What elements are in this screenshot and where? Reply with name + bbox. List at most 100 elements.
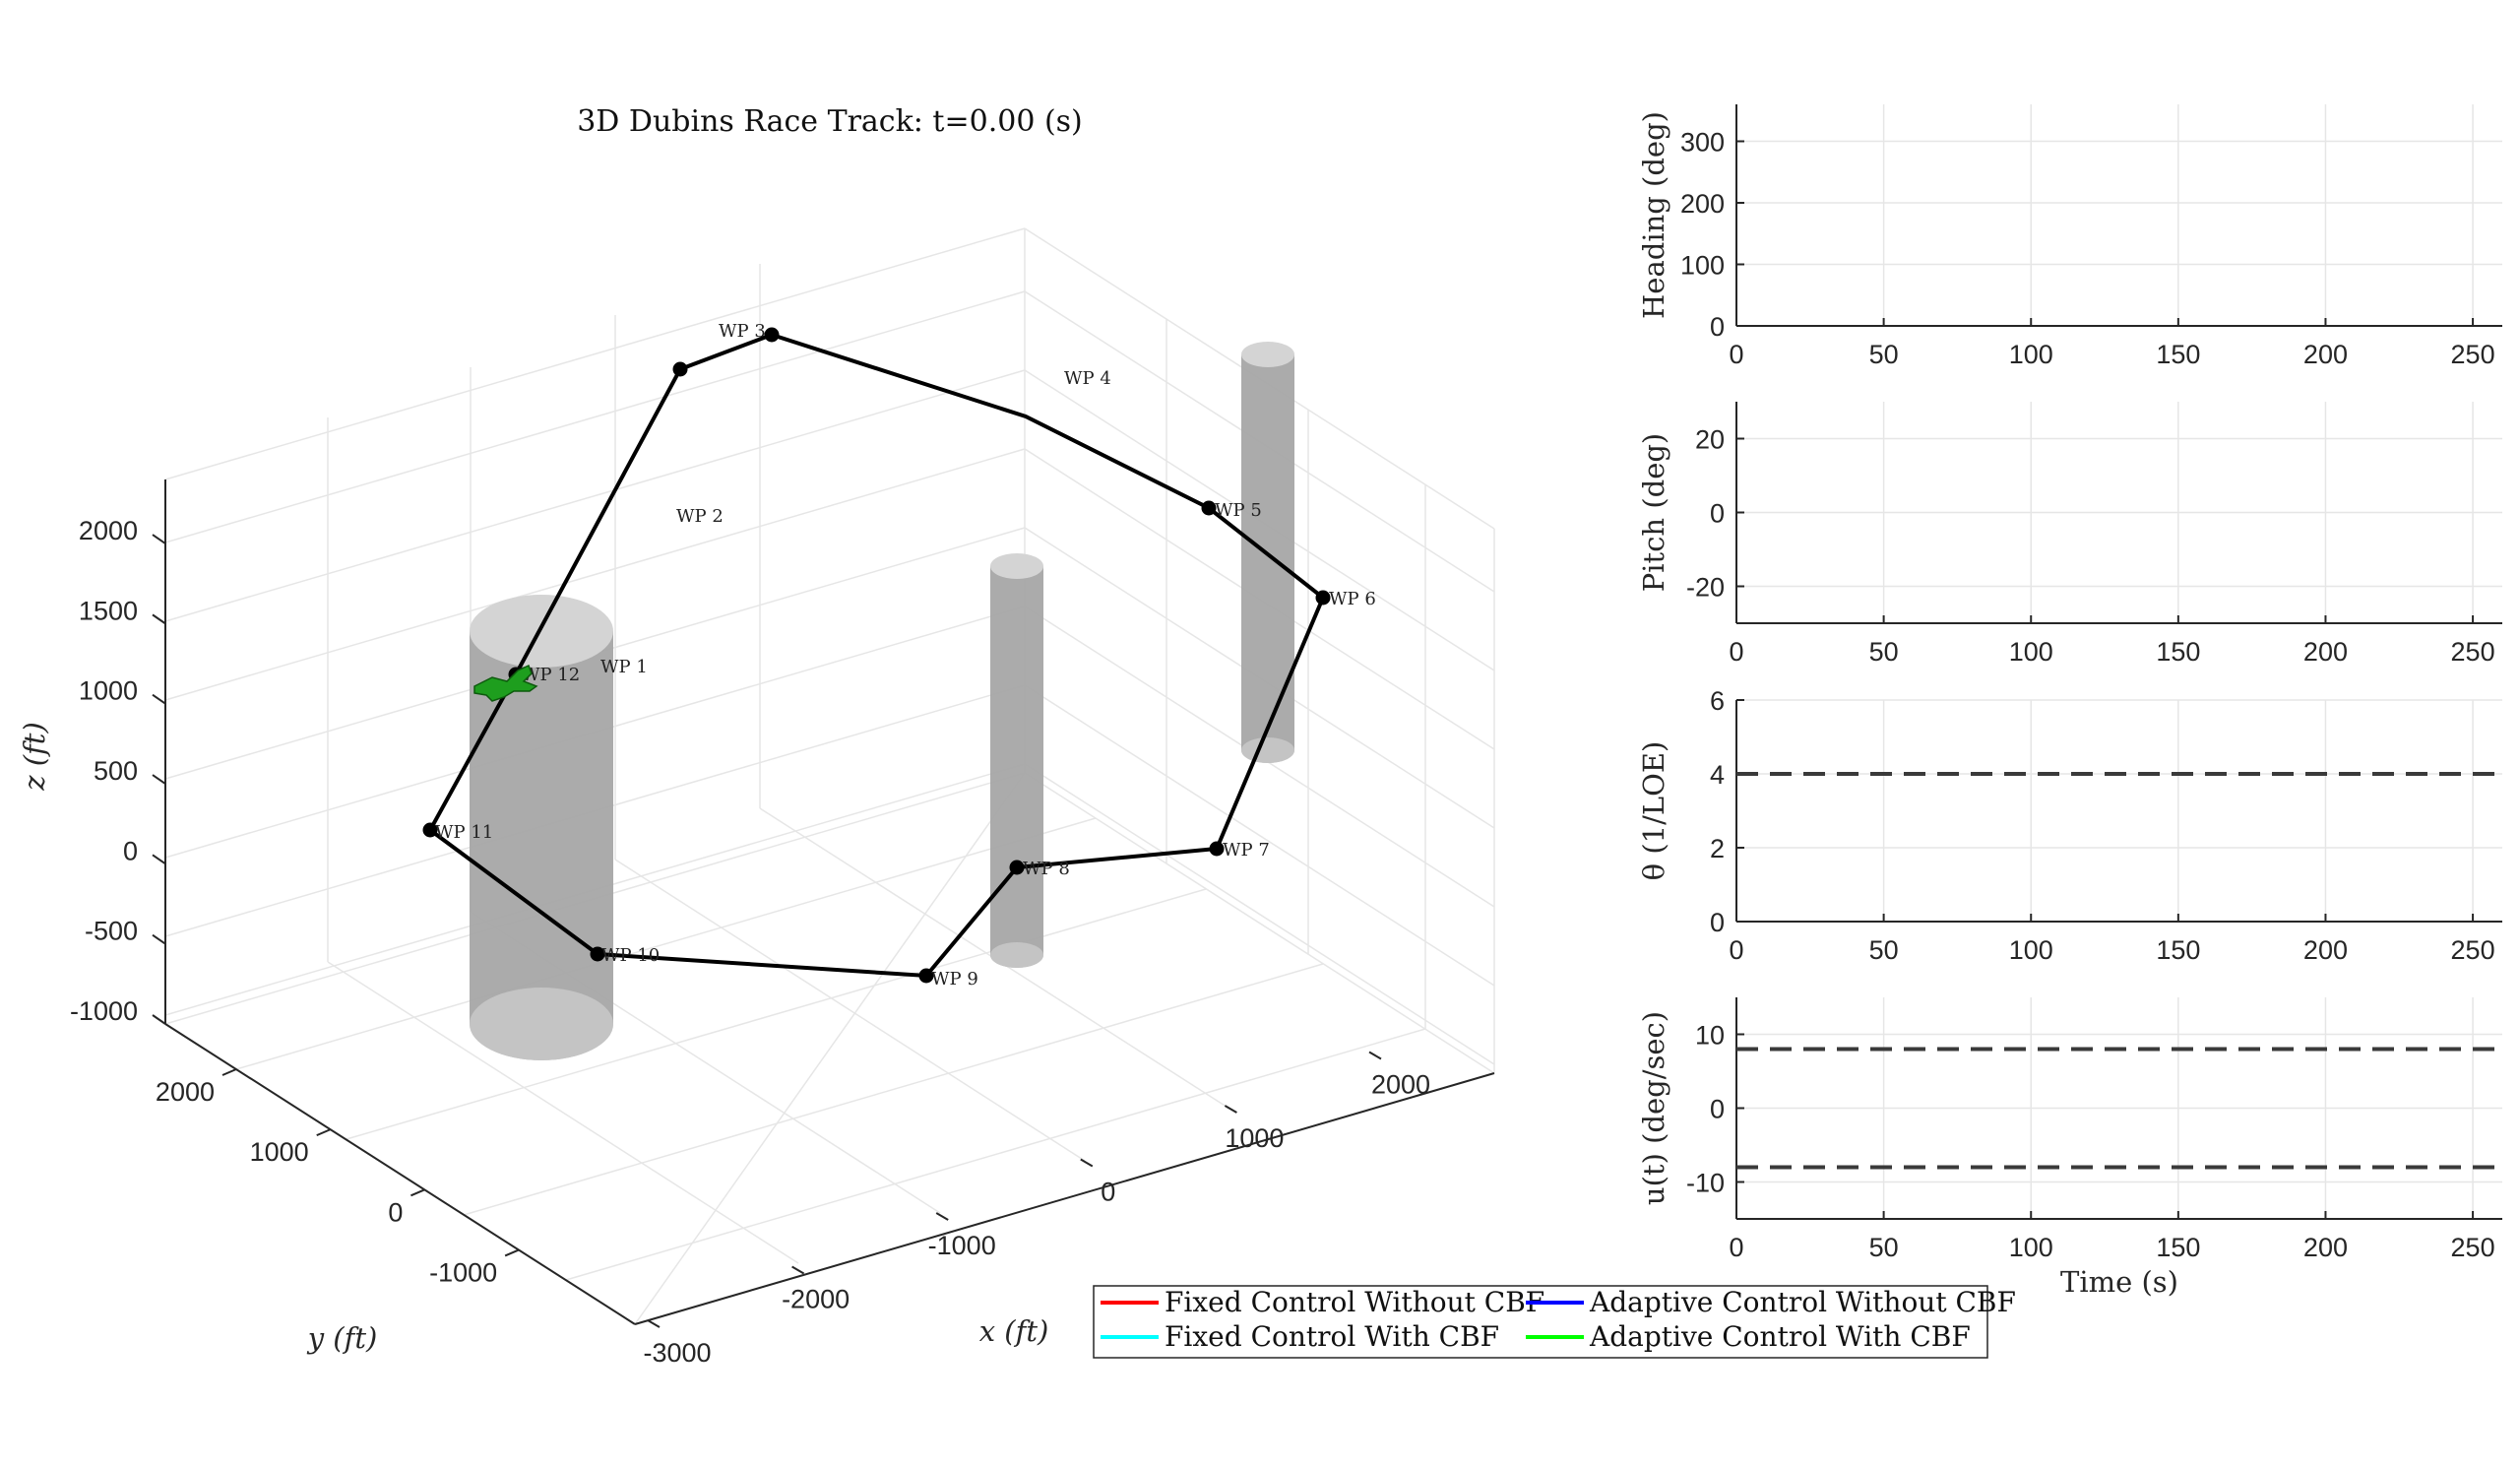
legend-entry-fixed-no-cbf: Fixed Control Without CBF [1165, 1286, 1544, 1318]
subplot-y-tick-label: -10 [1686, 1169, 1725, 1198]
subplot-x-tick-label: 200 [2303, 935, 2348, 965]
subplot-y-tick-label: 200 [1680, 189, 1725, 219]
z-tick-label: -1000 [70, 996, 138, 1026]
subplot-x-tick-label: 50 [1869, 1233, 1899, 1262]
waypoint-marker [672, 361, 688, 377]
obstacle-bottom [1241, 737, 1294, 763]
race-track-3d-plot: 3D Dubins Race Track: t=0.00 (s) [18, 104, 1495, 1368]
waypoint-label: WP 11 [435, 822, 493, 843]
x-tick-mark [1080, 1158, 1094, 1168]
obstacle-body [990, 566, 1043, 968]
subplot-y-tick-label: 20 [1695, 425, 1725, 455]
subplot-y-tick-label: 4 [1710, 760, 1725, 790]
x-tick-mark [791, 1265, 805, 1275]
subplot: 0 50 100 150 200 250 0 100 200 300 Heading (deg) [1637, 104, 2502, 369]
x-tick-mark [935, 1212, 949, 1221]
obstacle-body [470, 631, 613, 1060]
x-tick-label: -2000 [782, 1285, 850, 1314]
y-tick-label: -1000 [429, 1257, 497, 1287]
subplot-y-tick-label: 0 [1710, 1095, 1725, 1124]
subplot-y-label: θ (1/LOE) [1637, 741, 1670, 881]
legend-entry-adaptive-no-cbf: Adaptive Control Without CBF [1589, 1286, 2016, 1318]
obstacle-top [470, 595, 613, 668]
z-tick-mark [152, 693, 166, 705]
y-tick-mark [504, 1248, 520, 1257]
waypoint-marker [422, 822, 438, 838]
y-tick-label: 2000 [156, 1077, 215, 1107]
waypoint-label: WP 10 [601, 945, 660, 966]
waypoint-marker [1315, 590, 1331, 606]
subplot-x-tick-label: 150 [2156, 935, 2200, 965]
z-tick-mark [152, 613, 166, 625]
race-track: WP 1 WP 2 WP 3 WP 4 WP 5 WP 6 WP 7 WP 8 WP 9 WP 1… [422, 321, 1376, 989]
z-tick-label: -500 [85, 917, 138, 946]
obstacle-cylinder [990, 553, 1043, 968]
waypoint-marker [590, 946, 605, 962]
z-tick-label: 500 [94, 756, 138, 786]
x-axis-ticks: -3000 -2000 -1000 0 1000 2000 [643, 1051, 1430, 1368]
plot3d-title: 3D Dubins Race Track: t=0.00 (s) [577, 104, 1083, 139]
x-tick-label: 1000 [1225, 1123, 1284, 1153]
subplot-x-tick-label: 100 [2009, 1233, 2053, 1262]
z-tick-mark [152, 1014, 166, 1025]
waypoint-label: WP 6 [1329, 589, 1376, 609]
subplot-x-tick-label: 0 [1729, 1233, 1743, 1262]
subplot: 0 50 100 150 200 250 -20 0 20 Pitch (deg) [1637, 402, 2502, 667]
obstacles [470, 342, 1294, 1060]
z-tick-mark [152, 774, 166, 785]
x-tick-label: -1000 [928, 1231, 996, 1260]
waypoint-label: WP 3 [719, 321, 766, 342]
subplot-x-label: Time (s) [2060, 1265, 2178, 1299]
legend-entry-adaptive-cbf: Adaptive Control With CBF [1589, 1320, 1971, 1353]
x-axis-label: x (ft) [979, 1314, 1049, 1348]
subplot-x-tick-label: 50 [1869, 935, 1899, 965]
subplot-x-tick-label: 0 [1729, 340, 1743, 369]
waypoint-marker [1201, 500, 1217, 516]
subplot-y-tick-label: 10 [1695, 1021, 1725, 1051]
subplot-y-tick-label: 0 [1710, 908, 1725, 937]
z-tick-label: 2000 [79, 516, 138, 545]
subplot-y-tick-label: 300 [1680, 128, 1725, 158]
subplot-x-tick-label: 100 [2009, 637, 2053, 667]
subplot-y-tick-label: 0 [1710, 499, 1725, 529]
subplot-x-tick-label: 50 [1869, 637, 1899, 667]
obstacle-top [990, 553, 1043, 579]
waypoint-label: WP 7 [1223, 840, 1270, 861]
subplot-x-tick-label: 0 [1729, 935, 1743, 965]
obstacle-body [1241, 354, 1294, 763]
z-tick-mark [152, 854, 166, 865]
y-tick-label: 1000 [250, 1137, 309, 1167]
subplot-x-tick-label: 250 [2451, 935, 2495, 965]
subplot-y-tick-label: -20 [1686, 573, 1725, 603]
waypoint-label: WP 9 [931, 969, 978, 989]
obstacle-top [1241, 342, 1294, 367]
z-tick-mark [152, 933, 166, 945]
waypoint-label: WP 1 [600, 657, 648, 677]
track-line [427, 332, 1326, 979]
legend-entry-fixed-cbf: Fixed Control With CBF [1165, 1320, 1499, 1353]
subplot-x-tick-label: 250 [2451, 1233, 2495, 1262]
waypoint-marker [764, 327, 780, 343]
z-tick-label: 1000 [79, 676, 138, 706]
subplot-y-tick-label: 100 [1680, 251, 1725, 281]
y-axis-ticks: -1000 0 1000 2000 [156, 1068, 520, 1287]
subplot-x-tick-label: 50 [1869, 340, 1899, 369]
subplot-x-tick-label: 200 [2303, 340, 2348, 369]
subplot-x-tick-label: 250 [2451, 340, 2495, 369]
subplot-x-tick-label: 200 [2303, 637, 2348, 667]
waypoint-label: WP 8 [1023, 859, 1070, 879]
subplot-x-tick-label: 200 [2303, 1233, 2348, 1262]
z-tick-label: 1500 [79, 596, 138, 625]
waypoint-label: WP 12 [522, 665, 580, 685]
subplot-y-label: u(t) (deg/sec) [1637, 1011, 1670, 1205]
z-tick-mark [152, 534, 166, 544]
subplot: 0 50 100 150 200 250 -10 0 10 u(t) (deg/sec) Time … [1637, 997, 2502, 1299]
y-tick-mark [410, 1188, 425, 1197]
subplot-x-tick-label: 250 [2451, 637, 2495, 667]
subplot-x-tick-label: 150 [2156, 1233, 2200, 1262]
z-axis-ticks: -1000 -500 0 500 1000 1500 2000 [70, 516, 166, 1026]
x-tick-mark [647, 1319, 661, 1328]
waypoint-marker [1209, 841, 1225, 857]
x-tick-label: 2000 [1371, 1070, 1430, 1100]
